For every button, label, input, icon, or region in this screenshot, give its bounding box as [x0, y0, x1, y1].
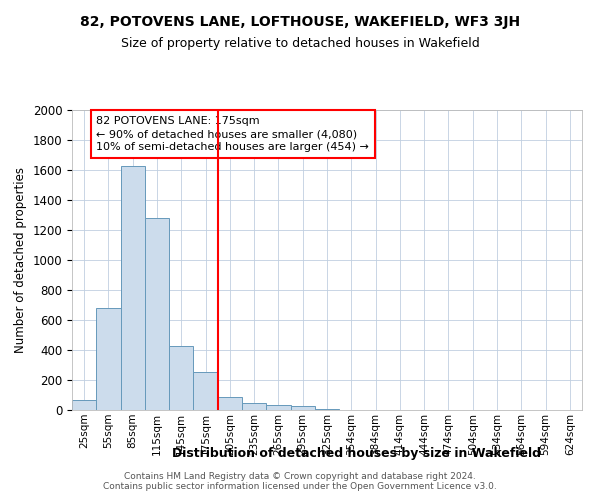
Bar	[96, 308, 121, 410]
Bar	[193, 372, 218, 410]
Bar	[242, 402, 266, 410]
Text: Contains public sector information licensed under the Open Government Licence v3: Contains public sector information licen…	[103, 482, 497, 491]
Bar	[145, 218, 169, 410]
Bar	[169, 346, 193, 410]
Bar	[266, 405, 290, 410]
Bar	[72, 400, 96, 410]
Text: Size of property relative to detached houses in Wakefield: Size of property relative to detached ho…	[121, 38, 479, 51]
Y-axis label: Number of detached properties: Number of detached properties	[14, 167, 27, 353]
Text: Contains HM Land Registry data © Crown copyright and database right 2024.: Contains HM Land Registry data © Crown c…	[124, 472, 476, 481]
Bar	[290, 406, 315, 410]
Text: 82 POTOVENS LANE: 175sqm
← 90% of detached houses are smaller (4,080)
10% of sem: 82 POTOVENS LANE: 175sqm ← 90% of detach…	[96, 116, 369, 152]
Bar	[315, 409, 339, 410]
Text: Distribution of detached houses by size in Wakefield: Distribution of detached houses by size …	[173, 448, 542, 460]
Bar	[218, 396, 242, 410]
Text: 82, POTOVENS LANE, LOFTHOUSE, WAKEFIELD, WF3 3JH: 82, POTOVENS LANE, LOFTHOUSE, WAKEFIELD,…	[80, 15, 520, 29]
Bar	[121, 166, 145, 410]
